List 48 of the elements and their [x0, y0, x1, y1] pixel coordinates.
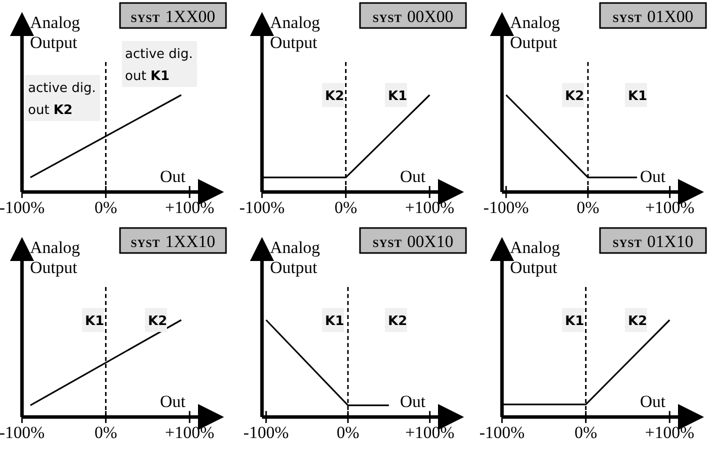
x-axis-title: Out [160, 167, 186, 186]
annotation: K1 [388, 89, 408, 104]
x-tick-label: 0% [574, 423, 598, 442]
x-tick-label: 0% [334, 198, 358, 217]
x-axis-title: Out [400, 167, 426, 186]
x-tick-label: 0% [94, 423, 118, 442]
y-axis-title: Analog Output [510, 238, 561, 277]
text: active dig. out K1 [125, 47, 193, 84]
annotation: K1 [325, 314, 344, 329]
annotation: K2 [325, 89, 344, 104]
annotation: K2 [148, 314, 168, 329]
x-axis-title: Out [640, 392, 666, 411]
y-axis-title: Analog Output [270, 13, 321, 52]
chart-title: SYST 1XX00 [130, 7, 216, 26]
x-tick-label: +100% [164, 198, 214, 217]
x-tick-label: -100% [239, 198, 285, 217]
x-tick-label: -100% [243, 423, 289, 442]
chart-title: SYST 01X00 [612, 7, 694, 26]
x-tick-label: +100% [645, 198, 694, 217]
chart-title: SYST 1XX10 [130, 232, 216, 251]
x-tick-label: 0% [336, 423, 360, 442]
x-tick-label: +100% [405, 423, 454, 442]
x-tick-label: -100% [479, 423, 525, 442]
x-tick-label: +100% [164, 423, 214, 442]
x-tick-label: 0% [576, 198, 600, 217]
x-tick-label: +100% [404, 198, 454, 217]
y-axis-title: Analog Output [30, 238, 81, 277]
chart-title: SYST 00X10 [372, 232, 454, 251]
y-axis-title: Analog Output [270, 238, 321, 277]
x-tick-label: +100% [644, 423, 694, 442]
x-axis-title: Out [400, 392, 426, 411]
chart-title: SYST 01X10 [612, 232, 694, 251]
annotation: K2 [388, 314, 408, 329]
x-tick-label: -100% [0, 423, 45, 442]
x-axis-title: Out [160, 392, 186, 411]
annotation: K2 [565, 89, 584, 104]
annotation: active dig. out K2 [28, 81, 96, 118]
x-axis-title: Out [640, 167, 666, 186]
y-axis-title: Analog Output [510, 13, 561, 52]
annotation: K1 [565, 314, 584, 329]
chart-title: SYST 00X00 [372, 7, 454, 26]
annotation: K1 [628, 89, 648, 104]
y-axis-title: Analog Output [30, 13, 81, 52]
annotation: K2 [628, 314, 648, 329]
x-tick-label: -100% [483, 198, 529, 217]
x-tick-label: 0% [94, 198, 118, 217]
annotation: K1 [85, 314, 104, 329]
x-tick-label: -100% [0, 198, 45, 217]
